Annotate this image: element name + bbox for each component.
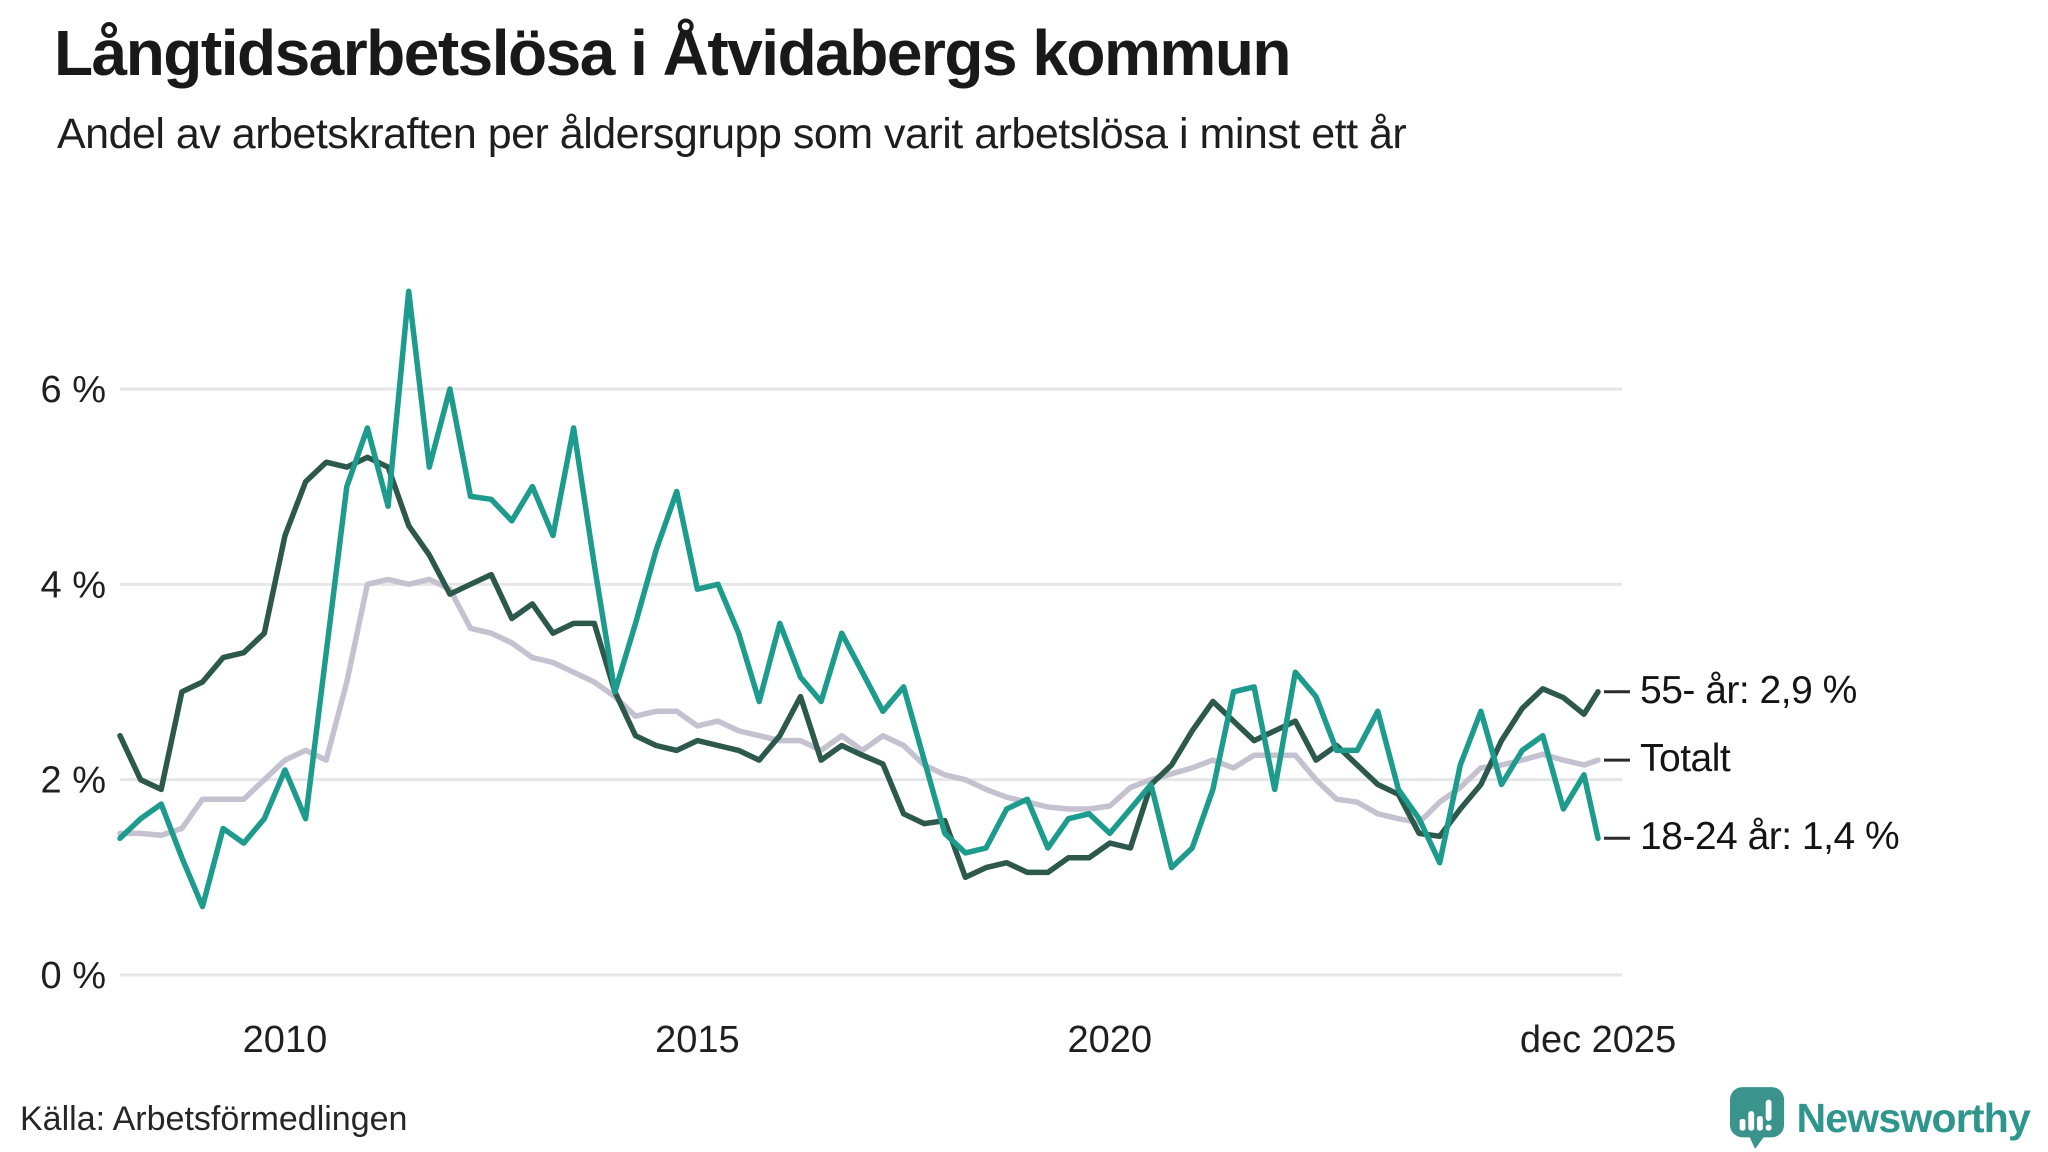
series-line-55- år bbox=[117, 454, 1601, 881]
y-tick-label: 6 % bbox=[41, 369, 106, 411]
y-tick-label: 2 % bbox=[41, 760, 106, 802]
y-tick-label: 4 % bbox=[41, 564, 106, 606]
x-tick-label: 2010 bbox=[243, 1019, 328, 1061]
newsworthy-wordmark: Newsworthy bbox=[1796, 1094, 2031, 1141]
series-line-Totalt bbox=[117, 576, 1601, 839]
series-end-label-18-24: 18-24 år: 1,4 % bbox=[1640, 815, 1900, 859]
chart-subtitle: Andel av arbetskraften per åldersgrupp s… bbox=[57, 110, 1407, 158]
y-tick-label: 0 % bbox=[41, 955, 106, 997]
x-tick-label: 2020 bbox=[1067, 1019, 1152, 1061]
series-end-label-totalt: Totalt bbox=[1640, 737, 1731, 781]
newsworthy-logo[interactable]: Newsworthy bbox=[1729, 1086, 2031, 1150]
series-end-label-55: 55- år: 2,9 % bbox=[1640, 668, 1857, 712]
x-tick-label: dec 2025 bbox=[1520, 1019, 1676, 1061]
x-tick-label: 2015 bbox=[655, 1019, 740, 1061]
page-title: Långtidsarbetslösa i Åtvidabergs kommun bbox=[54, 17, 1292, 89]
source-note: Källa: Arbetsförmedlingen bbox=[20, 1100, 408, 1138]
newsworthy-icon bbox=[1729, 1087, 1784, 1149]
series-line-18-24 år bbox=[117, 288, 1601, 910]
